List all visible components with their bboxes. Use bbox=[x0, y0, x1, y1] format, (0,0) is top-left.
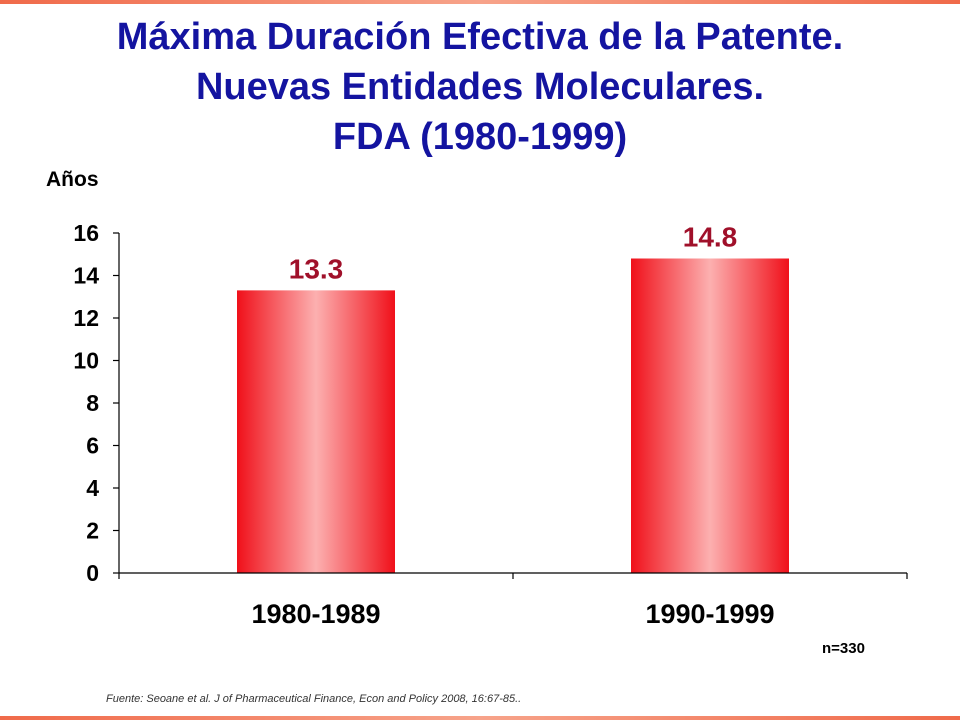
top-decorative-bar bbox=[0, 0, 960, 4]
sample-size-note: n=330 bbox=[822, 640, 865, 657]
y-tick-label-8: 8 bbox=[86, 390, 99, 416]
y-axis-label: Años bbox=[46, 168, 99, 191]
data-label-1980-1989: 13.3 bbox=[289, 253, 344, 284]
y-tick-label-6: 6 bbox=[86, 433, 99, 459]
category-label-1990-1999: 1990-1999 bbox=[645, 599, 774, 629]
title-line-2: Nuevas Entidades Moleculares. bbox=[195, 66, 765, 108]
category-label-1980-1989: 1980-1989 bbox=[251, 599, 380, 629]
bar-1990-1999 bbox=[631, 258, 789, 573]
y-tick-label-2: 2 bbox=[86, 518, 99, 544]
bar-1980-1989 bbox=[237, 290, 395, 573]
y-tick-label-16: 16 bbox=[73, 220, 99, 246]
y-tick-label-4: 4 bbox=[86, 475, 99, 501]
title-line-1: Máxima Duración Efectiva de la Patente. bbox=[116, 16, 844, 58]
y-tick-label-10: 10 bbox=[73, 348, 99, 374]
bottom-decorative-bar bbox=[0, 716, 960, 720]
title-line-3: FDA (1980-1999) bbox=[332, 116, 628, 158]
data-label-1990-1999: 14.8 bbox=[683, 222, 738, 253]
y-tick-label-0: 0 bbox=[86, 560, 99, 586]
chart-title: Máxima Duración Efectiva de la Patente. … bbox=[0, 12, 960, 162]
source-citation: Fuente: Seoane et al. J of Pharmaceutica… bbox=[106, 693, 522, 705]
y-tick-label-14: 14 bbox=[73, 263, 99, 289]
y-tick-label-12: 12 bbox=[73, 305, 99, 331]
